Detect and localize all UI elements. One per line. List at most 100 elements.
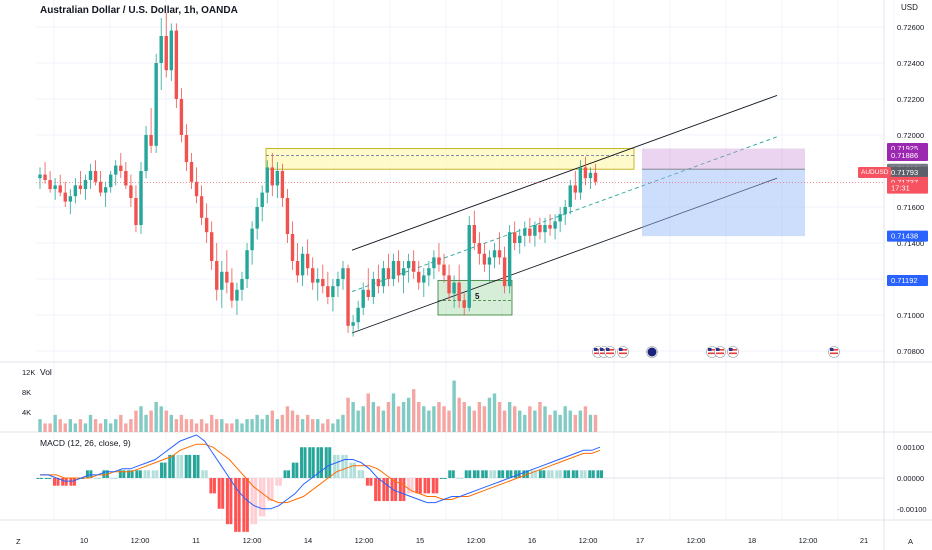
candle-body [169, 30, 173, 71]
candle-body [346, 268, 350, 326]
volume-bar [144, 414, 148, 432]
macd-axis-label: 0.00100 [897, 443, 924, 452]
volume-bar [290, 410, 295, 432]
volume-bar [240, 423, 244, 432]
macd-histogram-bar [308, 447, 312, 478]
candle-body [543, 225, 547, 233]
macd-histogram-bar [550, 470, 554, 478]
volume-bar [412, 389, 416, 432]
volume-bar [149, 410, 153, 432]
au-flag-icon [646, 346, 658, 358]
volume-bar [396, 406, 401, 432]
channel-upper [351, 94, 778, 251]
macd-histogram-bar [201, 470, 205, 478]
candle-body [48, 180, 52, 189]
currency-label[interactable]: USD [901, 3, 918, 12]
volume-bar [265, 414, 269, 432]
volume-bar [432, 406, 436, 432]
volume-bar [63, 423, 67, 432]
volume-bar [563, 406, 567, 432]
us-flag-icon [828, 346, 840, 358]
macd-histogram-bar [407, 478, 411, 494]
us-flag-icon [604, 346, 616, 358]
volume-bar [38, 419, 42, 432]
volume-bar [492, 393, 497, 432]
candle-body [401, 268, 406, 276]
volume-bar [336, 419, 340, 432]
volume-bar [119, 414, 123, 432]
candle-body [311, 268, 315, 283]
volume-bar [482, 406, 487, 432]
time-axis-label: 12:00 [131, 536, 150, 545]
macd-histogram-bar [291, 462, 295, 478]
candle-body [417, 271, 421, 283]
volume-bar [417, 402, 421, 432]
volume-bar [73, 423, 78, 432]
volume-bar [93, 419, 98, 432]
macd-histogram-bar [563, 470, 567, 478]
volume-bar [381, 410, 386, 432]
time-axis-label: 18 [748, 536, 756, 545]
volume-bar [593, 414, 598, 432]
macd-histogram-bar [365, 478, 369, 486]
macd-histogram-bar [242, 478, 246, 532]
macd-histogram-bar [89, 470, 93, 478]
symbol-tag: AUDUSD [858, 167, 892, 178]
volume-bar [386, 402, 391, 432]
macd-histogram-bar [225, 478, 229, 525]
macd-histogram-bar [245, 478, 249, 532]
volume-label[interactable]: Vol [40, 367, 52, 377]
timezone-button[interactable]: Z [16, 537, 21, 546]
macd-histogram-bar [300, 447, 304, 478]
macd-label[interactable]: MACD (12, 26, close, 9) [40, 438, 131, 448]
candle-body [593, 172, 598, 182]
macd-histogram-bar [580, 470, 584, 478]
volume-bar [452, 380, 456, 432]
candle-body [129, 185, 133, 198]
volume-bar [225, 423, 229, 432]
candle-body [386, 268, 391, 279]
candle-body [149, 135, 153, 146]
macd-histogram-bar [591, 470, 595, 478]
volume-bar [442, 406, 446, 432]
volume-bar [255, 414, 259, 432]
macd-histogram-bar [303, 447, 307, 478]
volume-bar [331, 423, 335, 432]
volume-bar [189, 419, 194, 432]
macd-histogram-bar [267, 478, 271, 502]
candle-body [578, 167, 583, 193]
macd-histogram-bar [180, 454, 183, 478]
macd-histogram-bar [440, 478, 444, 479]
macd-histogram-bar [85, 470, 89, 478]
macd-histogram-bar [52, 478, 56, 486]
candle-body [361, 289, 365, 308]
price-axis-label: 0.72400 [897, 59, 924, 68]
candle-body [260, 192, 264, 207]
macd-histogram-bar [278, 478, 282, 486]
candle-body [553, 221, 557, 229]
macd-histogram-bar [415, 478, 419, 494]
macd-histogram-bar [522, 470, 526, 478]
volume-bar [316, 419, 320, 432]
volume-bar [285, 406, 290, 432]
macd-histogram-bar [456, 478, 460, 479]
macd-histogram-bar [588, 470, 592, 478]
volume-bar [457, 397, 461, 432]
candle-body [538, 225, 542, 233]
macd-histogram-bar [61, 478, 65, 486]
volume-bar [280, 414, 285, 432]
macd-histogram-bar [254, 478, 258, 525]
volume-bar [533, 410, 537, 432]
auto-scale-button[interactable]: A [908, 537, 914, 546]
price-tag: 17:31 [887, 182, 928, 194]
time-axis-label: 12:00 [687, 536, 706, 545]
candle-body [63, 192, 67, 202]
macd-histogram-bar [64, 478, 68, 486]
position-stop-zone [642, 148, 805, 170]
macd-histogram-bar [127, 470, 131, 478]
candle-body [103, 187, 108, 193]
macd-histogram-bar [349, 462, 353, 478]
macd-histogram-bar [138, 470, 142, 478]
candle-body [321, 279, 325, 287]
